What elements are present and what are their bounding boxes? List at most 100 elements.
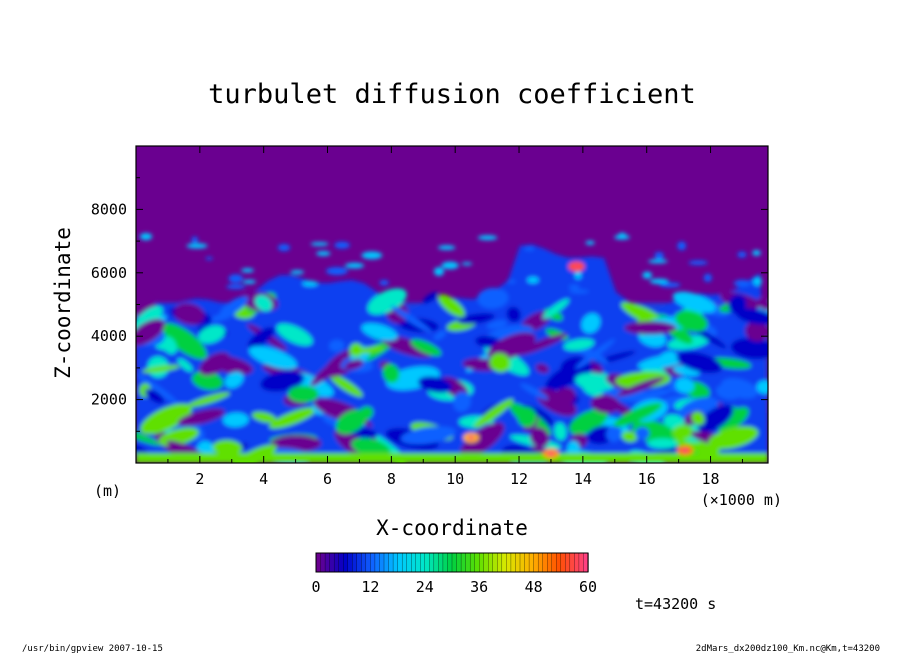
colorbar-cell (528, 552, 535, 573)
turbulence-blob (591, 394, 620, 414)
x-unit-right: (×1000 m) (701, 491, 782, 509)
colorbar-cell (474, 552, 480, 573)
turbulence-patch (737, 251, 747, 258)
turbulence-blob (288, 385, 319, 403)
colorbar-cell (551, 552, 557, 573)
colorbar-cell (465, 552, 471, 573)
hotspot-core (682, 448, 689, 453)
turbulence-blob (708, 426, 759, 450)
turbulence-blob (136, 305, 163, 332)
turbulence-blob (418, 376, 453, 393)
turbulence-patch (242, 279, 256, 284)
turbulence-blob (177, 358, 193, 372)
colorbar-cell (565, 552, 571, 573)
turbulence-blob (506, 306, 521, 323)
turbulence-blob (361, 323, 398, 341)
turbulence-patch (461, 262, 473, 266)
colorbar-cell (501, 552, 508, 573)
colorbar-cell (347, 552, 353, 573)
colorbar-cell (361, 552, 367, 573)
colorbar-cell (392, 552, 399, 573)
colorbar-tick-label: 0 (311, 578, 320, 596)
turbulence-blob (254, 295, 273, 312)
turbulence-blob (191, 371, 224, 390)
turbulence-patch (568, 284, 580, 290)
turbulence-patch (241, 268, 254, 273)
turbulence-blob (575, 373, 616, 391)
turbulence-blob (351, 437, 391, 458)
turbulence-blob (473, 398, 514, 429)
colorbar-cell (510, 552, 517, 573)
turbulence-patch (433, 267, 445, 276)
colorbar-frame (315, 552, 589, 573)
turbulence-patch (302, 280, 318, 287)
turbulence-blob (251, 411, 277, 423)
x-tick-label: 8 (387, 470, 396, 488)
turbulence-patch (441, 261, 459, 270)
x-axis-ticks: 2 4 6 8 10 12 14 16 18 (167, 146, 743, 488)
turbulence-patch (574, 271, 582, 280)
turbulence-blob (269, 407, 317, 429)
turbulence-blob (422, 292, 438, 304)
turbulence-blob (672, 424, 694, 440)
turbulence-blob (563, 338, 595, 351)
turbulence-blob (161, 336, 177, 355)
turbulence-blob (222, 412, 249, 428)
x-tick-label: 14 (574, 470, 592, 488)
turbulence-patch (316, 251, 331, 256)
turbulence-blob (382, 363, 400, 383)
colorbar-cell (379, 552, 385, 573)
colorbar-cell (406, 552, 412, 573)
turbulence-blob (659, 351, 676, 362)
turbulence-blob (569, 408, 608, 435)
colorbar: 0 12 24 36 48 60 (311, 552, 597, 596)
y-tick-label: 6000 (91, 264, 127, 282)
turbulence-patch (585, 240, 595, 245)
turbulence-patch (733, 279, 751, 287)
turbulence-blob (144, 388, 165, 404)
turbulence-blob (647, 438, 678, 449)
turbulence-blob (675, 377, 695, 394)
colorbar-cell (492, 552, 498, 573)
turbulence-patch (226, 284, 246, 290)
turbulence-blob (691, 411, 705, 426)
colorbar-cell (429, 552, 435, 573)
turbulence-blob (186, 392, 230, 408)
turbulence-blob (177, 408, 225, 426)
turbulence-blob (349, 343, 363, 357)
turbulence-blob (613, 402, 663, 427)
turbulence-patch (361, 251, 383, 260)
turbulence-patch (334, 241, 350, 249)
turbulence-blob (276, 323, 313, 346)
turbulence-patch (290, 270, 305, 275)
colorbar-cell (374, 552, 381, 573)
colorbar-cell (479, 552, 485, 573)
turbulence-blob (260, 370, 305, 392)
colorbar-cell (356, 552, 362, 573)
colorbar-cell (537, 552, 544, 573)
colorbar-cell (415, 552, 421, 573)
turbulence-blob (249, 346, 297, 370)
turbulence-patch (614, 235, 630, 240)
turbulence-blob (162, 323, 207, 360)
turbulence-patch (310, 242, 329, 246)
colorbar-cell (506, 552, 512, 573)
colorbar-cell (411, 552, 417, 573)
colorbar-tick-label: 60 (579, 578, 597, 596)
turbulence-blob (219, 296, 249, 317)
colorbar-cell (343, 552, 349, 573)
colorbar-cell (420, 552, 426, 573)
turbulence-blob (517, 407, 537, 427)
turbulence-blob (542, 298, 570, 319)
y-tick-label: 4000 (91, 327, 127, 345)
colorbar-cell (533, 552, 539, 573)
turbulence-blob (756, 380, 768, 395)
turbulence-blob (548, 387, 576, 412)
colorbar-tick-label: 12 (361, 578, 379, 596)
turbulence-blob (457, 313, 496, 325)
turbulence-patch (659, 282, 681, 288)
turbulence-patch (191, 236, 199, 243)
colorbar-cell (542, 552, 548, 573)
colorbar-cell (370, 552, 376, 573)
turbulence-patch (648, 259, 668, 264)
